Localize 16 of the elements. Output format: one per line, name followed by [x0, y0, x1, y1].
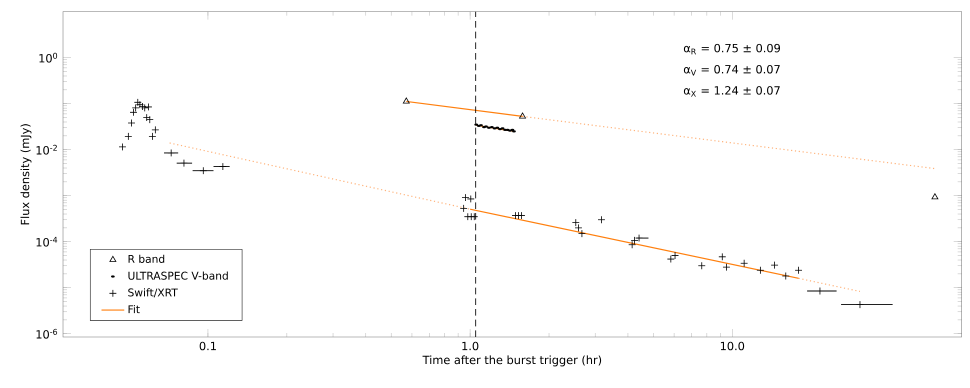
y-tick-label: 10$^{-4}$	[36, 236, 58, 247]
x-axis-title: Time after the burst trigger (hr)	[422, 355, 602, 366]
y-axis-title: Flux density (mJy)	[20, 124, 32, 224]
y-tick-label: 10$^{0}$	[39, 52, 58, 63]
annotation: α$_{V}$ = 0.74 ± 0.07	[684, 64, 780, 76]
legend-label: Swift/XRT	[128, 288, 178, 298]
y-tick-label: 10$^{-2}$	[36, 144, 57, 155]
y-tick-label: 10$^{-6}$	[36, 328, 58, 339]
legend-label: Fit	[128, 305, 140, 314]
x-tick-label: 10.0	[720, 342, 744, 350]
legend-label: ULTRASPEC V-band	[128, 271, 228, 280]
legend-label: R band	[128, 254, 164, 263]
x-tick-label: 0.1	[200, 342, 216, 350]
annotation: α$_{R}$ = 0.75 ± 0.09	[684, 44, 780, 54]
x-tick-label: 1.0	[462, 342, 478, 350]
annotation: α$_{X}$ = 1.24 ± 0.07	[684, 86, 780, 97]
